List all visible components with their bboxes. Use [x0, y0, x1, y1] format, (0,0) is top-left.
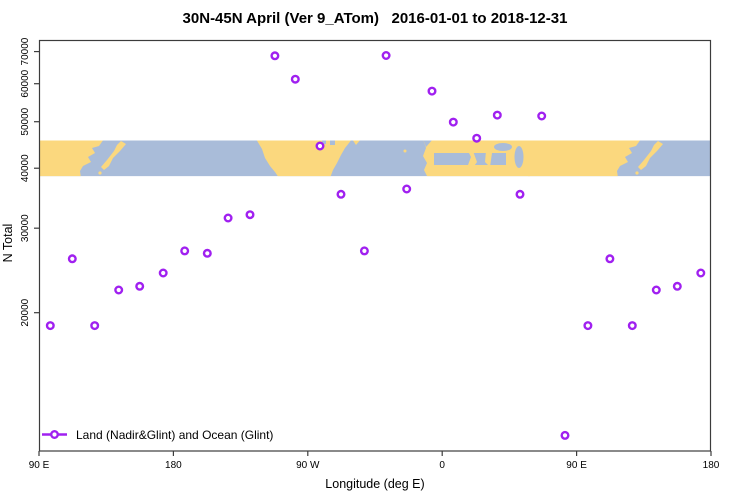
land-island: [98, 171, 102, 175]
data-point: [583, 321, 593, 331]
data-point: [402, 184, 412, 194]
data-point: [427, 86, 437, 96]
world-map-strip: [39, 140, 711, 177]
land-island: [403, 149, 407, 153]
data-point: [223, 213, 233, 223]
y-tick-label: 30000: [20, 214, 31, 242]
land-greece: [485, 151, 492, 167]
data-point: [114, 285, 124, 295]
land-north-america: [256, 140, 351, 177]
land-sicily: [461, 165, 465, 169]
data-point: [90, 321, 100, 331]
x-tick-label: 0: [439, 460, 445, 471]
land-asia-east: [39, 140, 103, 177]
x-tick-label: 90 W: [296, 460, 320, 471]
great-lakes: [322, 140, 326, 144]
y-axis-ticks: 20000 30000 40000 50000 60000 70000: [20, 37, 39, 327]
y-axis-label: N Total: [1, 223, 15, 263]
land-island: [635, 171, 639, 175]
plot-title: 30N-45N April (Ver 9_ATom) 2016-01-01 to…: [182, 10, 568, 27]
data-point: [290, 74, 300, 84]
land-japan-repeat: [638, 141, 663, 170]
data-point: [560, 430, 570, 440]
data-point: [472, 133, 482, 143]
data-point: [315, 141, 325, 151]
data-point: [696, 268, 706, 278]
bay-of-biscay: [423, 140, 432, 147]
data-point: [359, 246, 369, 256]
data-point: [627, 321, 637, 331]
land-japan: [101, 141, 126, 170]
land-new-england: [352, 140, 360, 145]
caspian-sea: [514, 146, 524, 168]
data-point: [67, 254, 77, 264]
data-point: [45, 321, 55, 331]
x-axis-label: Longitude (deg E): [325, 477, 425, 491]
plot-border: [38, 39, 712, 452]
land-italy: [467, 149, 477, 169]
y-tick-label: 50000: [20, 107, 31, 135]
x-tick-label: 180: [165, 460, 182, 471]
legend-circle-icon: [50, 430, 60, 440]
data-point: [448, 117, 458, 127]
x-tick-label: 180: [703, 460, 720, 471]
x-tick-label: 90 E: [29, 460, 50, 471]
x-tick-label: 90 E: [566, 460, 587, 471]
data-point: [515, 189, 525, 199]
legend-marker: [42, 430, 67, 440]
data-point: [672, 281, 682, 291]
black-sea: [494, 143, 512, 151]
data-point: [135, 281, 145, 291]
legend-label: Land (Nadir&Glint) and Ocean (Glint): [76, 428, 274, 442]
data-point: [651, 285, 661, 295]
data-point: [537, 111, 547, 121]
data-point: [245, 210, 255, 220]
data-point: [605, 254, 615, 264]
land-asia-repeat: [528, 140, 640, 177]
data-point: [180, 246, 190, 256]
y-tick-label: 70000: [20, 37, 31, 65]
data-point: [202, 248, 212, 258]
data-point: [492, 110, 502, 120]
data-point: [336, 189, 346, 199]
data-points: [45, 51, 706, 440]
great-lakes: [330, 140, 335, 145]
y-tick-label: 60000: [20, 69, 31, 97]
x-axis-ticks: 90 E 180 90 W 0 90 E 180: [29, 451, 720, 471]
data-point: [381, 51, 391, 61]
data-point: [158, 268, 168, 278]
y-tick-label: 40000: [20, 154, 31, 182]
data-point: [270, 51, 280, 61]
y-tick-label: 20000: [20, 298, 31, 326]
